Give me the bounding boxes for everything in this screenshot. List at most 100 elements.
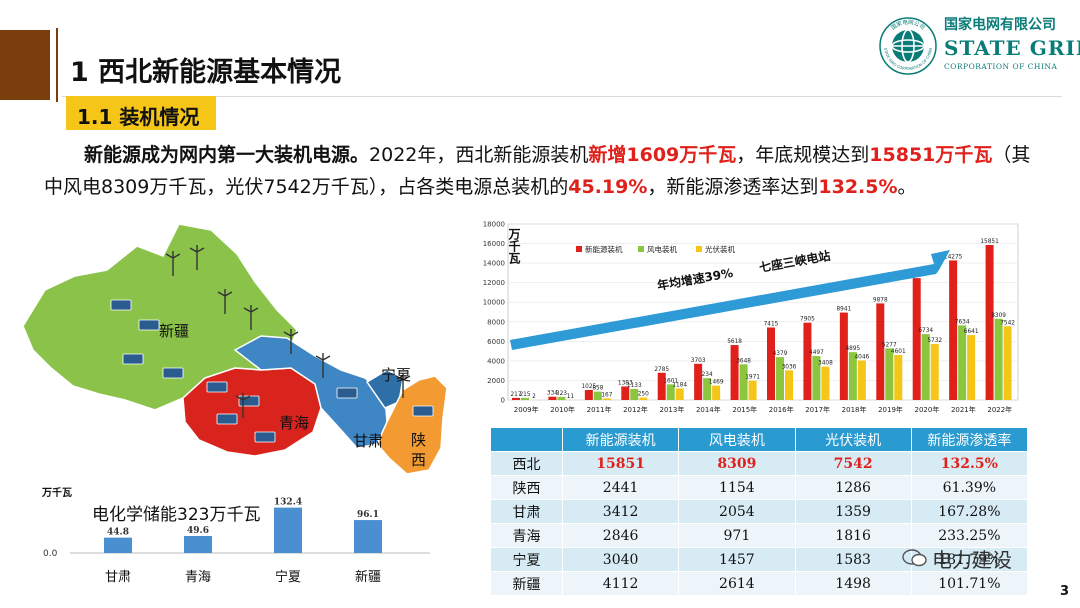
- wind-turbine-icon: [235, 393, 251, 418]
- storage-value-label: 96.1: [357, 510, 379, 520]
- bar-0: [876, 303, 885, 400]
- legend-label: 风电装机: [647, 244, 677, 254]
- table-cell: 西北: [490, 451, 563, 476]
- y-tick-label: 2000: [487, 377, 505, 385]
- table-cell: 971: [678, 523, 796, 548]
- data-label: 7905: [800, 317, 815, 323]
- bar-2: [857, 360, 866, 400]
- solar-panel-icon: [162, 367, 184, 379]
- data-label: 2: [532, 394, 536, 400]
- data-label: 4046: [854, 354, 869, 360]
- table-header-row: 新能源装机 风电装机 光伏装机 新能源渗透率: [490, 427, 1029, 452]
- table-row: 甘肃 3412 2054 1359 167.28%: [490, 499, 1029, 524]
- bar-1: [703, 378, 712, 400]
- storage-category-label: 新疆: [355, 569, 381, 585]
- data-label: 858: [592, 386, 603, 392]
- x-tick-label: 2020年: [915, 405, 940, 414]
- data-label: 4379: [773, 351, 788, 357]
- storage-bar-chart: 0.0 44.8 甘肃 49.6 青海 132.4 宁夏 96.1 新疆: [43, 498, 430, 585]
- bar-2: [712, 385, 721, 400]
- table-cell: 15851: [561, 451, 680, 476]
- bar-0: [912, 278, 921, 400]
- table-header-cell: 光伏装机: [794, 427, 912, 452]
- highlight-share: 45.19%: [568, 176, 648, 198]
- x-tick-label: 2012年: [623, 405, 648, 414]
- x-tick-label: 2019年: [878, 405, 903, 414]
- bar-1: [630, 388, 639, 400]
- data-label: 4601: [891, 349, 906, 355]
- bar-1: [593, 391, 602, 400]
- data-label: 14275: [944, 254, 963, 260]
- y-tick-label: 18000: [483, 221, 505, 229]
- title-accent-bar: [0, 30, 50, 100]
- solar-panel-icon: [110, 299, 132, 311]
- para-text-2: ，年底规模达到: [736, 144, 870, 166]
- data-label: 323: [556, 391, 567, 397]
- y-tick-label: 12000: [483, 279, 505, 287]
- data-label: 11: [567, 394, 575, 400]
- data-label: 1971: [745, 375, 760, 381]
- data-label: 334: [547, 391, 558, 397]
- storage-y-tick: 0.0: [43, 549, 58, 559]
- data-label: 5277: [882, 342, 897, 348]
- bar-0: [730, 345, 739, 400]
- bar-0: [803, 322, 812, 400]
- y-tick-label: 0: [501, 397, 505, 405]
- storage-bar: [354, 520, 382, 553]
- table-cell: 167.28%: [910, 499, 1029, 524]
- bar-0: [621, 386, 630, 400]
- table-header-cell: 新能源渗透率: [910, 427, 1029, 452]
- table-cell: 2441: [561, 475, 680, 500]
- table-cell: 1154: [678, 475, 796, 500]
- table-cell: 甘肃: [490, 499, 563, 524]
- storage-category-label: 青海: [185, 570, 211, 585]
- highlight-total-capacity: 15851万千瓦: [869, 144, 993, 166]
- y-tick-label: 14000: [483, 260, 505, 268]
- solar-panel-icon: [336, 387, 358, 399]
- para-text-4: ，新能源渗透率达到: [647, 176, 819, 198]
- storage-value-label: 49.6: [187, 526, 209, 536]
- logo-cn-name: 国家电网有限公司: [944, 17, 1056, 33]
- table-cell: 1359: [794, 499, 912, 524]
- highlight-penetration: 132.5%: [818, 176, 898, 198]
- data-label: 1601: [663, 378, 678, 384]
- legend-label: 新能源装机: [585, 244, 623, 254]
- legend-swatch: [638, 246, 644, 252]
- summary-paragraph: 新能源成为网内第一大装机电源。2022年，西北新能源装机新增1609万千瓦，年底…: [44, 139, 1044, 203]
- map-region-shaanxi: [376, 375, 448, 475]
- solar-panel-icon: [238, 395, 260, 407]
- bar-1: [885, 348, 894, 400]
- wind-turbine-icon: [189, 245, 205, 270]
- subtitle-highlight: [66, 96, 216, 130]
- data-label: 7542: [1000, 320, 1015, 326]
- table-cell: 132.5%: [910, 451, 1029, 476]
- bar-0: [985, 245, 994, 400]
- storage-value-label: 44.8: [107, 528, 129, 538]
- data-label: 167: [601, 392, 612, 398]
- storage-unit: 万千瓦: [42, 488, 72, 499]
- state-grid-logo: 国家电网公司 STATE GRID CORPORATION OF CHINA 国…: [876, 14, 1080, 76]
- table-cell: 1286: [794, 475, 912, 500]
- x-tick-label: 2018年: [842, 405, 867, 414]
- x-tick-label: 2016年: [769, 405, 794, 414]
- page-number: 3: [1060, 584, 1070, 599]
- bar-1: [666, 384, 675, 400]
- title-rule: [62, 96, 1062, 97]
- data-label: 1469: [709, 380, 724, 386]
- solar-panel-icon: [138, 319, 160, 331]
- table-cell: 1457: [678, 547, 796, 572]
- legend-swatch: [576, 246, 582, 252]
- x-tick-label: 2014年: [696, 405, 721, 414]
- data-label: 215: [519, 392, 530, 398]
- wechat-icon: [902, 549, 927, 567]
- x-tick-label: 2009年: [514, 405, 539, 414]
- wind-turbine-icon: [315, 353, 331, 378]
- bar-1: [776, 357, 784, 400]
- state-grid-emblem-icon: 国家电网公司 STATE GRID CORPORATION OF CHINA: [879, 17, 937, 75]
- table-cell: 1498: [794, 571, 912, 596]
- para-text-1: 2022年，西北新能源装机: [369, 144, 589, 166]
- table-header-cell: 新能源装机: [561, 427, 680, 452]
- table-row: 西北 15851 8309 7542 132.5%: [490, 451, 1029, 476]
- y-tick-label: 4000: [487, 357, 505, 365]
- table-cell: 101.71%: [910, 571, 1029, 596]
